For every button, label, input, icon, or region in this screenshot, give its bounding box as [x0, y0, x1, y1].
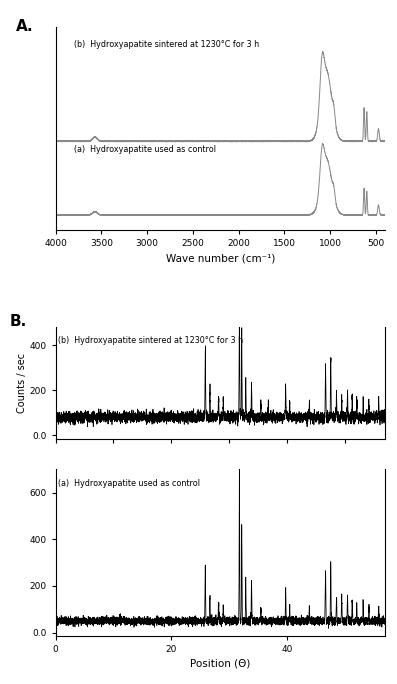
X-axis label: Position (Θ): Position (Θ) [190, 658, 251, 668]
Text: (b)  Hydroxyapatite sintered at 1230°C for 3 h: (b) Hydroxyapatite sintered at 1230°C fo… [74, 40, 259, 49]
X-axis label: Wave number (cm⁻¹): Wave number (cm⁻¹) [166, 254, 275, 263]
Text: B.: B. [10, 314, 27, 329]
Text: (b)  Hydroxyapatite sintered at 1230°C for 3 h: (b) Hydroxyapatite sintered at 1230°C fo… [58, 337, 244, 345]
Text: (a)  Hydroxyapatite used as control: (a) Hydroxyapatite used as control [58, 479, 200, 488]
Text: A.: A. [16, 19, 34, 34]
Text: (a)  Hydroxyapatite used as control: (a) Hydroxyapatite used as control [74, 145, 216, 154]
Y-axis label: Counts / sec: Counts / sec [17, 353, 27, 413]
